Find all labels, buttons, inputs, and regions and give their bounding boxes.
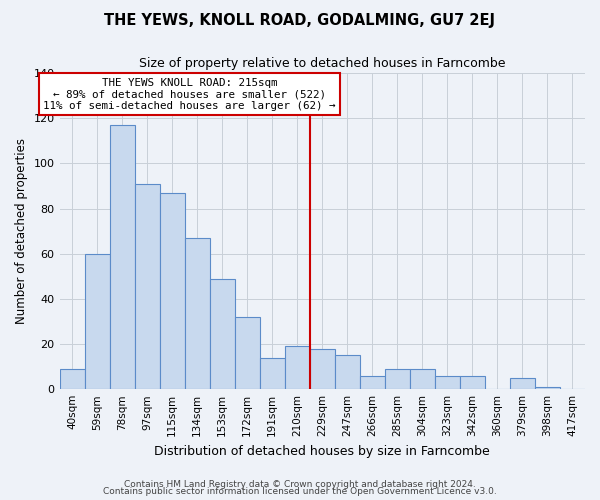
Bar bbox=[410, 369, 435, 389]
Bar bbox=[310, 348, 335, 389]
Bar bbox=[85, 254, 110, 389]
Y-axis label: Number of detached properties: Number of detached properties bbox=[15, 138, 28, 324]
Bar bbox=[285, 346, 310, 389]
Bar bbox=[460, 376, 485, 389]
Bar bbox=[510, 378, 535, 389]
Bar bbox=[260, 358, 285, 389]
Bar bbox=[185, 238, 209, 389]
Bar bbox=[209, 278, 235, 389]
Bar bbox=[535, 387, 560, 389]
Bar bbox=[335, 356, 360, 389]
Text: THE YEWS KNOLL ROAD: 215sqm
← 89% of detached houses are smaller (522)
11% of se: THE YEWS KNOLL ROAD: 215sqm ← 89% of det… bbox=[43, 78, 336, 111]
X-axis label: Distribution of detached houses by size in Farncombe: Distribution of detached houses by size … bbox=[154, 444, 490, 458]
Bar bbox=[110, 125, 134, 389]
Text: THE YEWS, KNOLL ROAD, GODALMING, GU7 2EJ: THE YEWS, KNOLL ROAD, GODALMING, GU7 2EJ bbox=[104, 12, 496, 28]
Bar bbox=[360, 376, 385, 389]
Bar bbox=[435, 376, 460, 389]
Text: Contains public sector information licensed under the Open Government Licence v3: Contains public sector information licen… bbox=[103, 487, 497, 496]
Text: Contains HM Land Registry data © Crown copyright and database right 2024.: Contains HM Land Registry data © Crown c… bbox=[124, 480, 476, 489]
Bar bbox=[235, 317, 260, 389]
Bar bbox=[385, 369, 410, 389]
Bar bbox=[160, 192, 185, 389]
Bar bbox=[134, 184, 160, 389]
Bar bbox=[59, 369, 85, 389]
Title: Size of property relative to detached houses in Farncombe: Size of property relative to detached ho… bbox=[139, 58, 506, 70]
